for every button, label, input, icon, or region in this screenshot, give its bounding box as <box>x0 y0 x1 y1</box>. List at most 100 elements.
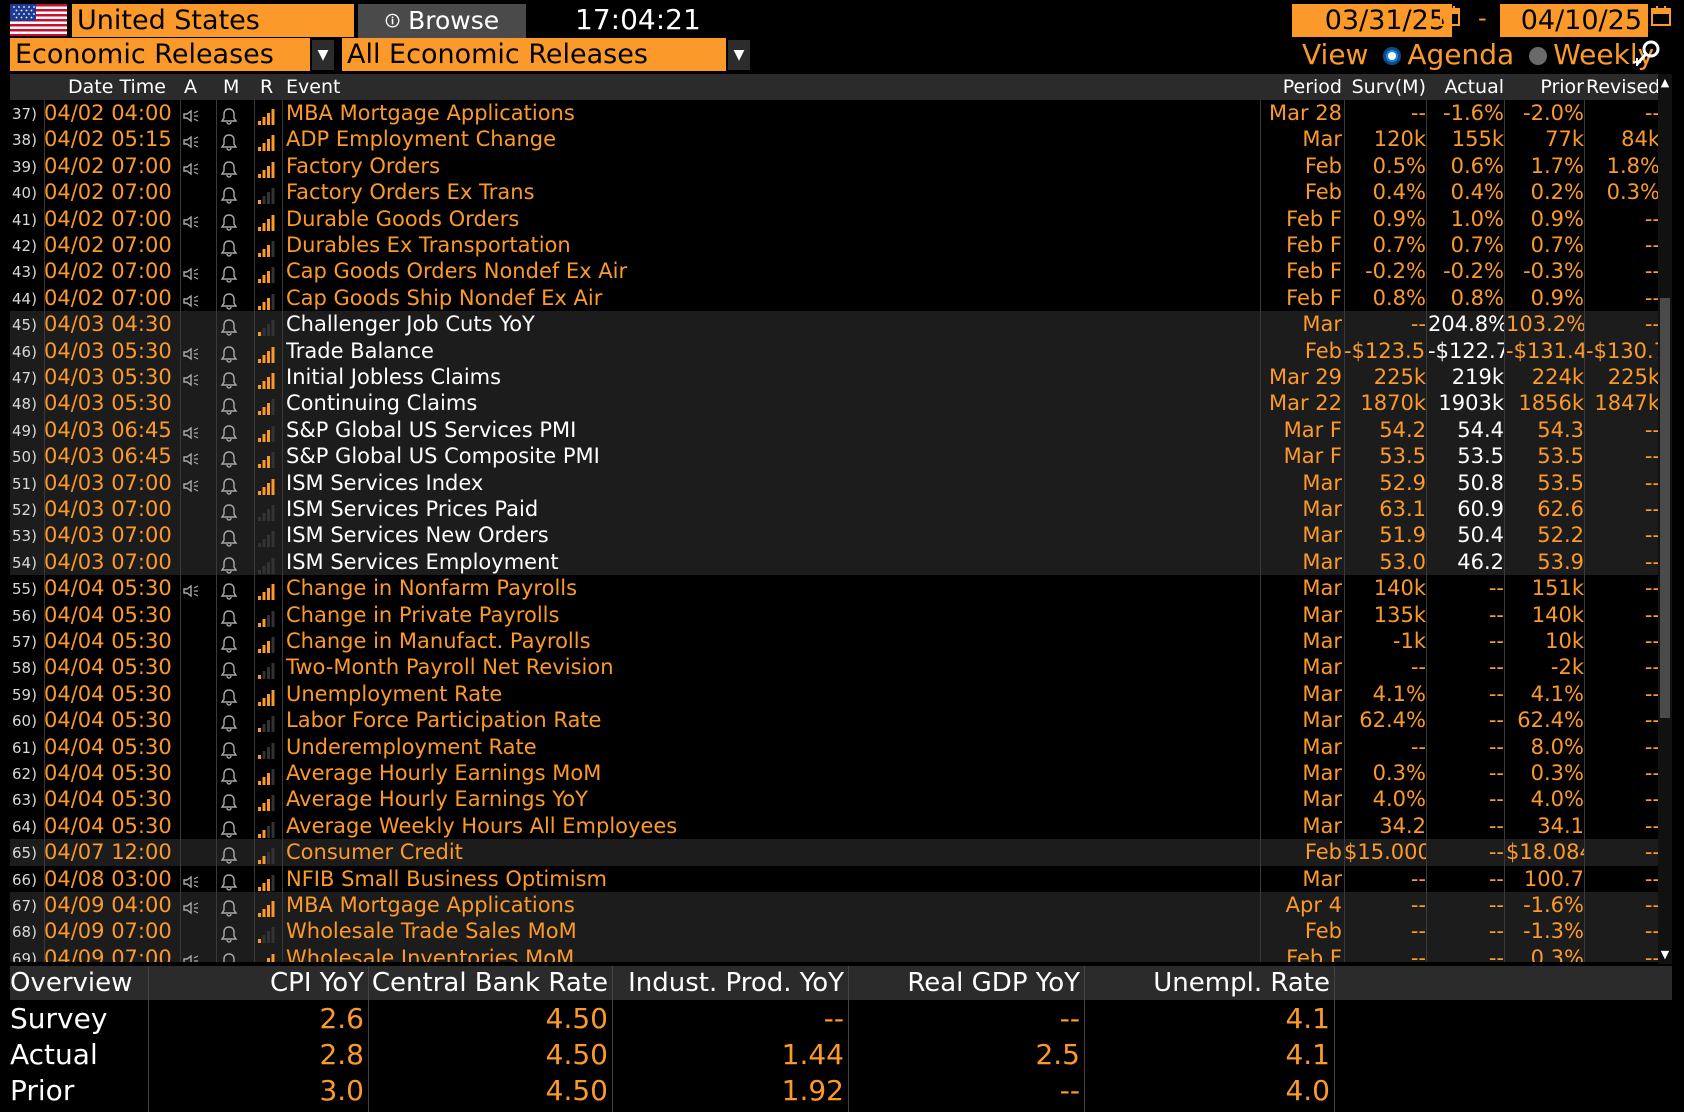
table-row[interactable]: 52) 04/03 07:00 ISM Services Prices Paid Ma… <box>10 496 1660 523</box>
event-name[interactable]: Average Hourly Earnings MoM <box>286 761 602 785</box>
bell-icon[interactable] <box>220 475 238 495</box>
country-field[interactable]: United States <box>72 4 354 37</box>
scroll-thumb[interactable] <box>1660 298 1670 718</box>
speaker-icon[interactable] <box>182 105 200 123</box>
bell-icon[interactable] <box>220 316 238 336</box>
bell-icon[interactable] <box>220 448 238 468</box>
table-row[interactable]: 51) 04/03 07:00 ISM Services Index Mar 52.9 5… <box>10 469 1660 496</box>
table-row[interactable]: 43) 04/02 07:00 Cap Goods Orders Nondef Ex… <box>10 258 1660 284</box>
event-name[interactable]: Consumer Credit <box>286 840 463 865</box>
bell-icon[interactable] <box>220 211 238 231</box>
bell-icon[interactable] <box>220 237 238 257</box>
speaker-icon[interactable] <box>182 158 200 176</box>
category-dropdown[interactable]: Economic Releases <box>10 38 310 71</box>
event-name[interactable]: Cap Goods Orders Nondef Ex Air <box>286 259 628 284</box>
event-name[interactable]: Factory Orders Ex Trans <box>286 180 535 205</box>
col-datetime[interactable]: Date Time <box>68 76 166 98</box>
scroll-up-icon[interactable]: ▲ <box>1660 76 1670 89</box>
table-row[interactable]: 49) 04/03 06:45 S&P Global US Services PMI… <box>10 416 1660 444</box>
event-name[interactable]: S&P Global US Composite PMI <box>286 444 600 469</box>
event-name[interactable]: Challenger Job Cuts YoY <box>286 312 535 337</box>
speaker-icon[interactable] <box>182 950 200 962</box>
category-chevron-down-icon[interactable]: ▼ <box>312 40 334 70</box>
event-name[interactable]: MBA Mortgage Applications <box>286 101 575 125</box>
event-name[interactable]: Two-Month Payroll Net Revision <box>286 655 614 680</box>
table-row[interactable]: 40) 04/02 07:00 Factory Orders Ex Trans Feb… <box>10 179 1660 205</box>
col-actual[interactable]: Actual <box>1444 76 1504 98</box>
table-row[interactable]: 65) 04/07 12:00 Consumer Credit Feb$15.000b… <box>10 839 1660 866</box>
event-name[interactable]: Change in Manufact. Payrolls <box>286 629 591 653</box>
filter-dropdown[interactable]: All Economic Releases <box>342 38 726 71</box>
table-row[interactable]: 55) 04/04 05:30 Change in Nonfarm Payrolls… <box>10 575 1660 601</box>
table-row[interactable]: 61) 04/04 05:30 Underemployment Rate Mar -- -… <box>10 734 1660 760</box>
event-name[interactable]: ISM Services Index <box>286 470 484 495</box>
table-row[interactable]: 66) 04/08 03:00 NFIB Small Business Optimi… <box>10 866 1660 892</box>
event-name[interactable]: Initial Jobless Claims <box>286 365 502 389</box>
bell-icon[interactable] <box>220 739 238 759</box>
table-row[interactable]: 60) 04/04 05:30 Labor Force Participation … <box>10 707 1660 733</box>
event-name[interactable]: Underemployment Rate <box>286 734 537 759</box>
table-row[interactable]: 62) 04/04 05:30 Average Hourly Earnings Mo… <box>10 760 1660 786</box>
col-period[interactable]: Period <box>1282 76 1342 98</box>
speaker-icon[interactable] <box>182 448 200 466</box>
event-name[interactable]: MBA Mortgage Applications <box>286 893 575 917</box>
bell-icon[interactable] <box>220 950 238 962</box>
bell-icon[interactable] <box>220 395 238 416</box>
browse-button[interactable]: 🛈︎ Browse <box>358 4 526 39</box>
table-row[interactable]: 45) 04/03 04:30 Challenger Job Cuts YoY Mar… <box>10 311 1660 338</box>
col-alert[interactable]: A <box>184 76 197 98</box>
speaker-icon[interactable] <box>182 871 200 889</box>
bell-icon[interactable] <box>220 844 238 864</box>
speaker-icon[interactable] <box>182 263 200 281</box>
event-name[interactable]: ISM Services Prices Paid <box>286 497 539 521</box>
bell-icon[interactable] <box>220 158 238 178</box>
bell-icon[interactable] <box>220 527 238 548</box>
speaker-icon[interactable] <box>182 422 200 440</box>
event-name[interactable]: S&P Global US Services PMI <box>286 417 577 442</box>
bell-icon[interactable] <box>220 897 238 917</box>
col-prior[interactable]: Prior <box>1540 76 1584 98</box>
scrollbar[interactable]: ▲ ▼ <box>1658 74 1672 964</box>
bell-icon[interactable] <box>220 712 238 732</box>
speaker-icon[interactable] <box>182 343 200 361</box>
date-from-field[interactable]: 03/31/25 <box>1292 4 1452 37</box>
table-row[interactable]: 59) 04/04 05:30 Unemployment Rate Mar 4.1% --… <box>10 681 1660 707</box>
event-name[interactable]: Factory Orders <box>286 153 441 178</box>
agenda-label[interactable]: Agenda <box>1407 38 1515 71</box>
event-name[interactable]: Change in Nonfarm Payrolls <box>286 576 578 601</box>
bell-icon[interactable] <box>220 554 238 574</box>
table-row[interactable]: 39) 04/02 07:00 Factory Orders Feb 0.5% 0.6% 1… <box>10 153 1660 179</box>
col-monitor[interactable]: M <box>223 76 240 98</box>
col-survey[interactable]: Surv(M) <box>1351 76 1426 98</box>
table-row[interactable]: 47) 04/03 05:30 Initial Jobless Claims Mar … <box>10 364 1660 391</box>
bell-icon[interactable] <box>220 633 238 653</box>
bell-icon[interactable] <box>220 580 238 600</box>
event-name[interactable]: ISM Services Employment <box>286 549 559 574</box>
event-name[interactable]: Unemployment Rate <box>286 681 503 706</box>
weekly-radio[interactable] <box>1529 47 1548 65</box>
bell-icon[interactable] <box>220 105 238 125</box>
table-row[interactable]: 58) 04/04 05:30 Two-Month Payroll Net Revi… <box>10 654 1660 680</box>
speaker-icon[interactable] <box>182 369 200 387</box>
bell-icon[interactable] <box>220 343 238 363</box>
table-row[interactable]: 50) 04/03 06:45 S&P Global US Composite PM… <box>10 443 1660 470</box>
col-relevance[interactable]: R <box>260 76 274 98</box>
speaker-icon[interactable] <box>182 897 200 915</box>
bell-icon[interactable] <box>220 765 238 785</box>
scroll-down-icon[interactable]: ▼ <box>1660 948 1670 961</box>
speaker-icon[interactable] <box>182 580 200 598</box>
table-row[interactable]: 57) 04/04 05:30 Change in Manufact. Payrol… <box>10 628 1660 654</box>
bell-icon[interactable] <box>220 659 238 680</box>
table-row[interactable]: 54) 04/03 07:00 ISM Services Employment Mar… <box>10 548 1660 576</box>
event-name[interactable]: Durable Goods Orders <box>286 206 520 231</box>
table-row[interactable]: 44) 04/02 07:00 Cap Goods Ship Nondef Ex A… <box>10 285 1660 311</box>
event-name[interactable]: ISM Services New Orders <box>286 523 549 548</box>
calendar-from-icon[interactable] <box>1437 5 1463 35</box>
table-row[interactable]: 64) 04/04 05:30 Average Weekly Hours All E… <box>10 813 1660 839</box>
table-row[interactable]: 42) 04/02 07:00 Durables Ex Transportation… <box>10 232 1660 258</box>
event-name[interactable]: Continuing Claims <box>286 391 478 416</box>
table-row[interactable]: 53) 04/03 07:00 ISM Services New Orders Mar… <box>10 522 1660 549</box>
event-name[interactable]: ADP Employment Change <box>286 127 557 152</box>
event-name[interactable]: Cap Goods Ship Nondef Ex Air <box>286 285 603 310</box>
table-row[interactable]: 38) 04/02 05:15 ADP Employment Change Mar 12… <box>10 126 1660 152</box>
